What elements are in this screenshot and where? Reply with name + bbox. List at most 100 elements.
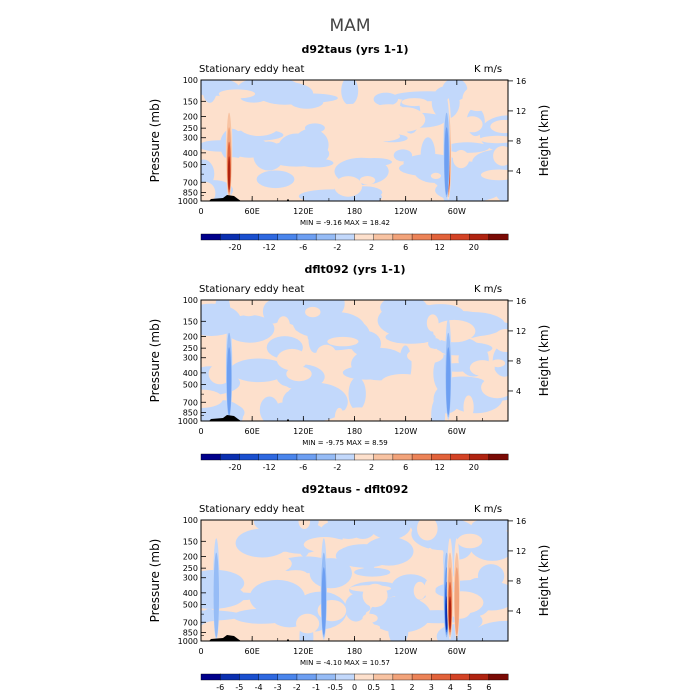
colorbar-label: -5 <box>235 683 243 692</box>
panel-title: d92taus (yrs 1-1) <box>302 43 409 56</box>
y-axis-label: Pressure (mb) <box>148 319 162 403</box>
y-tick-label: 1000 <box>178 637 198 646</box>
colorbar-cell <box>469 673 490 681</box>
y2-tick-label: 4 <box>516 167 521 176</box>
x-tick-label: 60W <box>448 427 466 436</box>
colorbar-cell <box>315 673 336 681</box>
y2-tick-label: 8 <box>516 357 521 366</box>
x-tick-label: 60W <box>448 207 466 216</box>
positive-region <box>490 359 506 368</box>
negative-region <box>275 402 295 411</box>
colorbar-cell <box>258 673 279 681</box>
colorbar-cell <box>392 233 413 241</box>
positive-region <box>201 389 223 408</box>
negative-region <box>324 300 345 316</box>
negative-region <box>346 520 414 528</box>
y2-tick-label: 12 <box>516 547 526 556</box>
feature-contour <box>444 127 449 195</box>
colorbar-cell <box>469 453 490 461</box>
colorbar-cell <box>335 453 355 461</box>
colorbar-cell <box>277 453 298 461</box>
y-tick-label: 1000 <box>178 197 198 206</box>
colorbar-cell <box>277 233 298 241</box>
colorbar-cell <box>296 233 317 241</box>
x-tick-label: 120E <box>293 427 313 436</box>
colorbar-cell <box>354 453 375 461</box>
negative-region <box>282 382 348 421</box>
positive-region <box>359 176 376 185</box>
colorbar: -20 -12 -6 -2 2 6 12 20 <box>200 233 509 252</box>
feature-contour <box>321 567 326 635</box>
colorbar-cell <box>335 233 355 241</box>
colorbar-cell <box>450 453 471 461</box>
colorbar-label: 6 <box>403 463 408 472</box>
y2-tick-label: 16 <box>516 77 526 86</box>
y-axis-label: Pressure (mb) <box>148 539 162 623</box>
x-tick-label: 180 <box>347 207 362 216</box>
colorbar-label: -1 <box>312 683 320 692</box>
colorbar-label: 12 <box>435 463 445 472</box>
colorbar-cell <box>219 233 240 241</box>
colorbar-cell <box>411 673 432 681</box>
negative-region <box>298 158 334 168</box>
y-tick-label: 400 <box>183 369 198 378</box>
negative-region <box>308 326 322 353</box>
colorbar-label: 4 <box>448 683 453 692</box>
y2-tick-label: 16 <box>516 517 526 526</box>
positive-region <box>201 526 208 540</box>
y-tick-label: 250 <box>183 564 198 573</box>
min-max-text: MIN = -9.75 MAX = 8.59 <box>302 439 388 447</box>
terrain <box>287 419 289 421</box>
colorbar-label: 12 <box>435 243 445 252</box>
negative-region <box>445 142 490 153</box>
positive-region <box>315 542 328 550</box>
colorbar-label: -20 <box>229 463 242 472</box>
colorbar-label: -3 <box>274 683 282 692</box>
y-tick-label: 200 <box>183 112 198 121</box>
colorbar-cell <box>488 673 509 681</box>
y2-tick-label: 12 <box>516 107 526 116</box>
colorbar-cell <box>315 453 336 461</box>
negative-region <box>256 170 295 189</box>
positive-region <box>490 119 508 134</box>
positive-region <box>462 85 493 112</box>
y-tick-label: 250 <box>183 124 198 133</box>
x-tick-label: 0 <box>198 207 203 216</box>
positive-region <box>453 150 470 169</box>
negative-region <box>262 300 284 324</box>
panel-subtitle-left: Stationary eddy heat <box>199 504 304 515</box>
panel-units: K m/s <box>474 64 502 75</box>
positive-region <box>381 374 426 391</box>
colorbar-cell <box>373 233 394 241</box>
y-tick-label: 850 <box>183 188 198 197</box>
positive-region <box>327 336 359 347</box>
feature-contour <box>226 347 232 415</box>
positive-region <box>392 106 404 128</box>
min-max-text: MIN = -4.10 MAX = 10.57 <box>300 659 390 667</box>
negative-region <box>344 593 367 622</box>
panel-subtitle-left: Stationary eddy heat <box>199 64 304 75</box>
y-tick-label: 850 <box>183 628 198 637</box>
negative-region <box>290 95 324 109</box>
colorbar-cell <box>335 673 355 681</box>
x-tick-label: 60E <box>245 647 260 656</box>
positive-region <box>480 169 508 181</box>
colorbar-cell <box>392 453 413 461</box>
colorbar-label: -12 <box>263 463 276 472</box>
positive-region <box>283 570 308 579</box>
positive-region <box>236 300 261 317</box>
terrain <box>287 199 289 201</box>
contour-field <box>201 300 508 421</box>
positive-region <box>271 385 290 394</box>
positive-region <box>479 135 508 144</box>
chart-panel-3: d92taus - dflt092 Stationary eddy heat K m… <box>148 483 551 692</box>
positive-region <box>493 329 508 352</box>
colorbar-cell <box>354 673 375 681</box>
negative-region <box>232 608 292 624</box>
x-tick-label: 120E <box>293 647 313 656</box>
feature-contour <box>227 156 231 191</box>
colorbar-label: -12 <box>263 243 276 252</box>
colorbar-cell <box>392 673 413 681</box>
contour-field <box>201 80 508 201</box>
negative-region <box>341 80 359 106</box>
